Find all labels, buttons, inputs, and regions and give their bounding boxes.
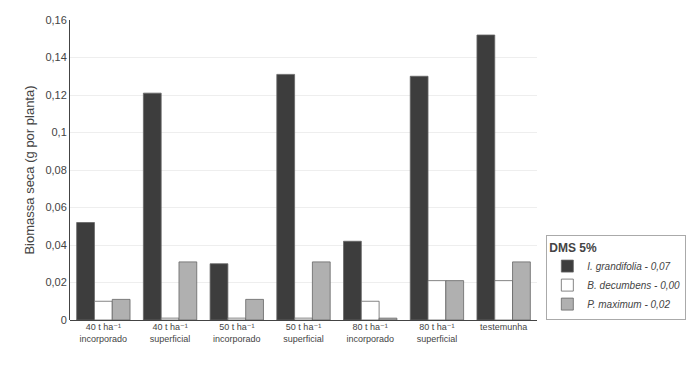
svg-text:0,14: 0,14 <box>45 51 66 63</box>
svg-text:0,08: 0,08 <box>45 164 66 176</box>
svg-text:testemunha: testemunha <box>480 322 527 332</box>
svg-text:50 t ha⁻¹incorporado: 50 t ha⁻¹incorporado <box>213 322 261 344</box>
svg-text:80 t ha⁻¹superficial: 80 t ha⁻¹superficial <box>417 322 458 344</box>
svg-text:40 t ha⁻¹incorporado: 40 t ha⁻¹incorporado <box>80 322 128 344</box>
svg-text:Biomassa seca (g por planta): Biomassa seca (g por planta) <box>22 85 37 254</box>
svg-text:0,06: 0,06 <box>45 201 66 213</box>
svg-text:0: 0 <box>61 314 67 326</box>
svg-text:0,04: 0,04 <box>45 239 66 251</box>
svg-text:80 t ha⁻¹incorporado: 80 t ha⁻¹incorporado <box>346 322 394 344</box>
svg-text:0,02: 0,02 <box>45 276 66 288</box>
svg-text:0,1: 0,1 <box>52 126 67 138</box>
svg-text:B. decumbens - 0,00: B. decumbens - 0,00 <box>587 280 680 291</box>
svg-text:40 t ha⁻¹superficial: 40 t ha⁻¹superficial <box>150 322 191 344</box>
svg-text:50 t ha⁻¹superficial: 50 t ha⁻¹superficial <box>283 322 324 344</box>
svg-text:0,16: 0,16 <box>45 14 66 26</box>
svg-text:DMS 5%: DMS 5% <box>549 241 597 255</box>
svg-text:P. maximum - 0,02: P. maximum - 0,02 <box>587 299 670 310</box>
svg-text:0,12: 0,12 <box>45 89 66 101</box>
svg-text:I. grandifolia - 0,07: I. grandifolia - 0,07 <box>587 261 670 272</box>
